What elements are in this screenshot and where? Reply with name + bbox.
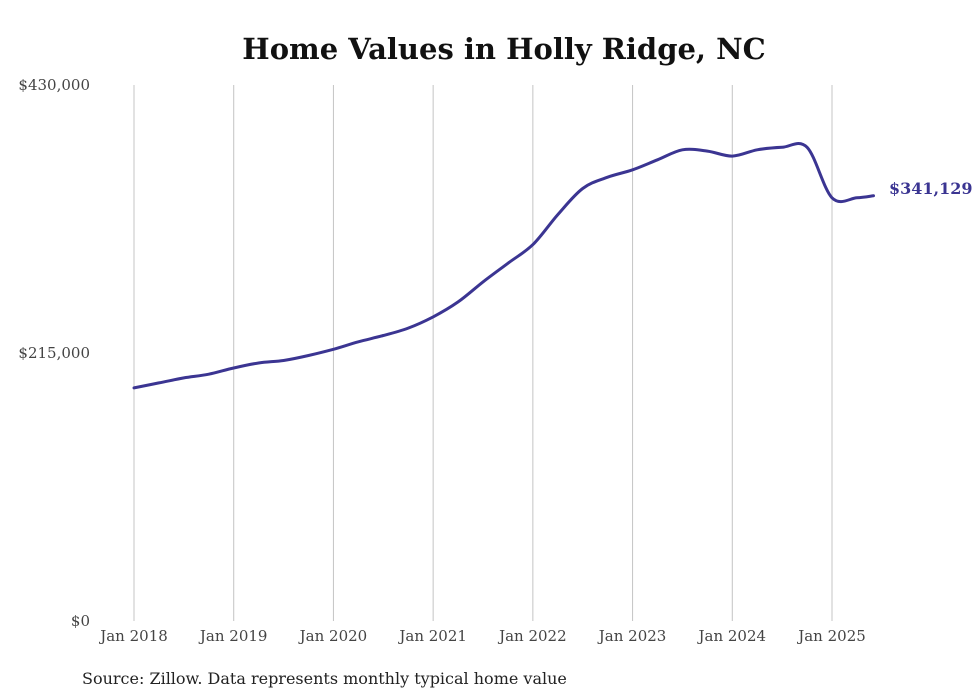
y-tick-label: $0 [71, 612, 90, 630]
x-tick-label: Jan 2021 [397, 627, 467, 645]
x-tick-label: Jan 2023 [597, 627, 667, 645]
source-note: Source: Zillow. Data represents monthly … [82, 669, 567, 688]
y-tick-label: $430,000 [18, 76, 90, 94]
x-tick-label: Jan 2018 [98, 627, 168, 645]
x-tick-label: Jan 2025 [796, 627, 866, 645]
chart-title: Home Values in Holly Ridge, NC [242, 32, 765, 66]
vertical-gridlines [133, 85, 833, 621]
x-tick-label: Jan 2024 [697, 627, 767, 645]
latest-value-label: $341,129 [889, 179, 973, 198]
x-tick-label: Jan 2020 [298, 627, 368, 645]
x-tick-label: Jan 2022 [497, 627, 567, 645]
y-axis-tick-labels: $0 $215,000 $430,000 [18, 76, 90, 630]
home-value-series-line [132, 142, 875, 390]
x-axis-tick-labels: Jan 2018 Jan 2019 Jan 2020 Jan 2021 Jan 2022… [98, 627, 866, 645]
y-tick-label: $215,000 [18, 344, 90, 362]
x-tick-label: Jan 2019 [198, 627, 268, 645]
